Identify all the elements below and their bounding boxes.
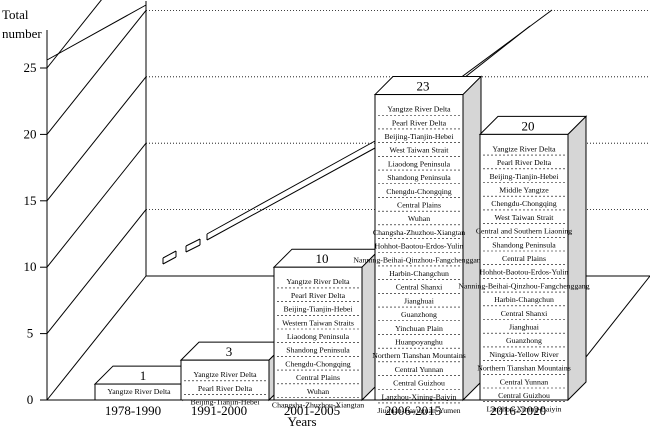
bar-region-label: Hohhot-Baotou-Erdos-Yulin [375, 242, 464, 251]
bar-region-label: Yangtze River Delta [107, 387, 171, 396]
side-wall-gridline [46, 0, 102, 69]
bar-region-label: Nanning-Beihai-Qinzhou-Fangchenggang [458, 281, 589, 290]
bar-region-label: Jianghuai [509, 323, 540, 332]
bar-region-label: Wuhan [408, 214, 430, 223]
bar-region-label: Central Yunnan [395, 365, 444, 374]
bar-region-label: Chengdu-Chongqing [386, 187, 452, 196]
bar-region-label: Guanzhong [401, 310, 437, 319]
x-category-label: 1978-1990 [105, 403, 161, 418]
bar-region-label: Beijing-Tianjin-Hebei [384, 132, 454, 141]
bar-region-label: Central and Southern Liaoning [476, 227, 572, 236]
bar-value-label: 20 [522, 118, 535, 133]
bar-region-label: West Taiwan Strait [390, 146, 450, 155]
bar-front-face [180, 359, 270, 401]
bar-region-label: Guanzhong [506, 336, 542, 345]
bar-region-label: Beijing-Tianjin-Hebei [190, 398, 260, 407]
bar-value-label: 1 [140, 368, 147, 383]
bar-region-label: Changsha-Zhuzhou-Xiangtan [373, 228, 465, 237]
x-category-label: 2001-2005 [284, 403, 340, 418]
bar-region-label: Pearl River Delta [291, 291, 346, 300]
bar-region-label: Pearl River Delta [392, 118, 447, 127]
y-tick-labels: 0 5 10 15 20 25 [24, 60, 37, 407]
y-tick-label: 15 [24, 193, 37, 208]
x-category-labels: 1978-1990 1991-2000 2001-2005 2006-2015 2016… [105, 403, 546, 418]
bar-region-label: Central Guizhou [393, 379, 445, 388]
bar-region-label: Central Guizhou [498, 391, 550, 400]
bar-region-label: Harbin-Changchun [494, 295, 554, 304]
bar-region-label: Northern Tianshan Mountains [477, 364, 571, 373]
bar-region-label: Beijing-Tianjin-Hebei [283, 305, 353, 314]
bar-value-label: 23 [417, 79, 430, 94]
bar-region-label: Shandong Peninsula [387, 173, 451, 182]
bar-value-label: 3 [226, 344, 233, 359]
bar-front-face [273, 266, 363, 401]
bar-region-label: West Taiwan Strait [495, 213, 555, 222]
bar-series: 1 Yangtze River Delta 3 Yangtze River Delta… [93, 75, 590, 415]
bar-front-face [479, 133, 569, 401]
y-axis-label-line-2: number [2, 26, 42, 41]
side-wall-gridline [46, 76, 147, 202]
bar-region-label: Hohhot-Baotou-Erdos-Yulin [480, 268, 569, 277]
bar: 10 Yangtze River Delta Pearl River Delta Be… [272, 247, 382, 410]
y-tick-label: 20 [24, 126, 37, 141]
bar-region-label: Shandong Peninsula [286, 346, 350, 355]
y-tick-label: 10 [24, 259, 37, 274]
bar-region-label: Wuhan [307, 387, 329, 396]
bar-region-label: Beijing-Tianjin-Hebei [489, 172, 559, 181]
bar-region-label: Yangtze River Delta [387, 105, 451, 114]
bar-region-label: Central Plains [502, 254, 546, 263]
bar-region-label: Yangtze River Delta [492, 144, 556, 153]
bar-value-label: 10 [316, 251, 329, 266]
bar-region-label: Huanpoyanghu [395, 337, 443, 346]
bar-region-label: Liaodong Peninsula [287, 332, 350, 341]
x-category-label: 2006-2015 [385, 403, 441, 418]
bar-region-label: Ningxia-Yellow River [489, 350, 559, 359]
bar-region-label: Yangtze River Delta [193, 370, 257, 379]
bar-region-label: Central Plains [397, 200, 441, 209]
bar-region-label: Shandong Peninsula [492, 240, 556, 249]
bar-region-label: Nanning-Beihai-Qinzhou-Fangchenggang [353, 255, 484, 264]
side-wall-gridline [46, 10, 147, 135]
bar-region-label: Jianghuai [404, 296, 435, 305]
bar-region-label: Western Taiwan Straits [282, 318, 354, 327]
bar-region-label: Liaodong Peninsula [388, 159, 451, 168]
floor-left-edge [46, 275, 147, 401]
bar-region-label: Chengdu-Chongqing [491, 199, 557, 208]
bar-region-label: Middle Yangtze [499, 186, 549, 195]
bar-region-label: Jiuquan-Jiayuguan-Yumen [377, 406, 460, 415]
bar-region-label: Central Shanxi [396, 283, 443, 292]
bar-side-face [567, 115, 587, 402]
x-axis-label: Years [287, 414, 316, 429]
bar-region-label: Central Shanxi [501, 309, 548, 318]
bar-region-label: Lanzhou-Xining-Baiyin [487, 405, 562, 414]
y-tick-label: 5 [27, 326, 34, 341]
bar-region-label: Central Plains [296, 373, 340, 382]
bar-region-label: Pearl River Delta [497, 158, 552, 167]
bar-region-label: Changsha-Zhuzhou-Xiangtan [272, 401, 364, 410]
bar: 3 Yangtze River Delta Pearl River Delta Bei… [179, 340, 289, 407]
bar-region-label: Pearl River Delta [198, 384, 253, 393]
bar-region-label: Yangtze River Delta [286, 277, 350, 286]
bar-region-label: Central Yunnan [500, 377, 549, 386]
side-wall-gridline [46, 209, 147, 334]
bar-region-label: Chengdu-Chongqing [285, 359, 351, 368]
x-category-label: 1991-2000 [191, 403, 247, 418]
bar-region-label: Northern Tianshan Mountains [372, 351, 466, 360]
bar-region-label: Yinchuan Plain [395, 324, 443, 333]
x-category-label: 2016-2020 [490, 403, 546, 418]
y-tick-label: 25 [24, 60, 37, 75]
back-panel-slant-top [46, 4, 147, 61]
bar-region-label: Harbin-Changchun [389, 269, 449, 278]
side-wall-gridline [46, 142, 147, 268]
bar-front-face [374, 94, 464, 401]
bar-region-label: Lanzhou-Xining-Baiyin [382, 392, 457, 401]
bar: 20 Yangtze River Delta Pearl River Delta Be… [458, 115, 590, 414]
y-tick-label: 0 [27, 392, 34, 407]
y-axis-label-line-1: Total [2, 7, 29, 22]
